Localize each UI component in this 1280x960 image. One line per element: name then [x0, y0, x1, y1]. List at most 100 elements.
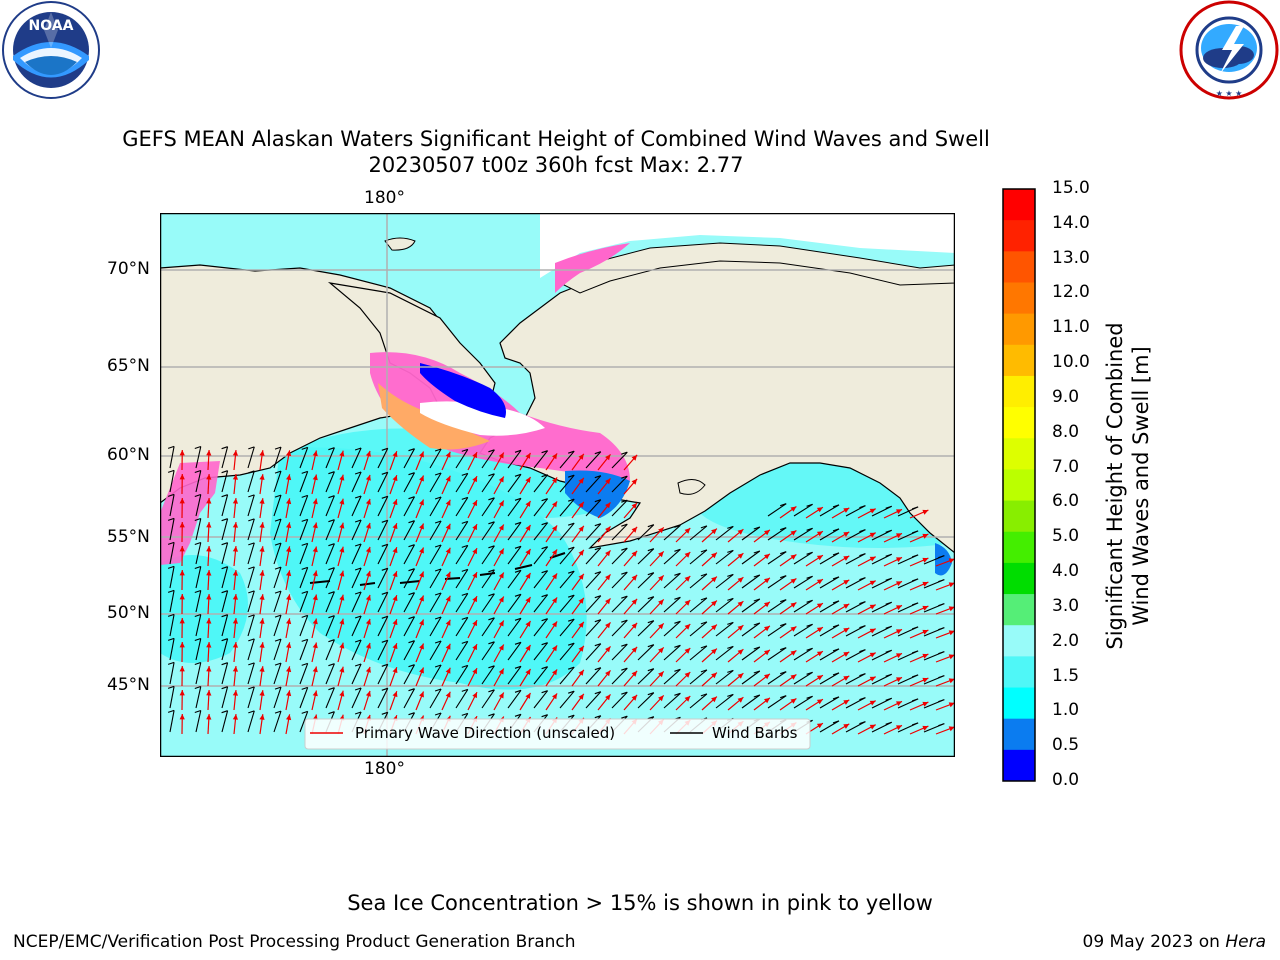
wind-barb-tick: [568, 474, 575, 478]
wind-barb-tick: [938, 627, 945, 631]
wind-barbs-layer: [167, 445, 945, 733]
wave-direction-arrowhead: [286, 666, 292, 673]
wave-direction-arrowhead: [631, 646, 638, 653]
wave-direction-arrowhead: [445, 523, 451, 530]
wind-barb-tick: [780, 527, 787, 531]
wind-barb-tick: [753, 694, 760, 698]
wind-barb: [403, 520, 415, 541]
wind-barb-tick: [408, 688, 415, 692]
wave-direction-arrowhead: [392, 571, 398, 578]
wave-direction-arrowhead: [259, 474, 265, 480]
wind-barb-tick: [806, 599, 813, 603]
wind-barb: [221, 470, 229, 493]
wave-direction-arrowhead: [445, 643, 451, 650]
wind-barb-tick: [674, 668, 681, 672]
wave-direction-arrowhead: [312, 522, 318, 529]
wind-barb-tick: [248, 662, 255, 666]
wave-direction-arrowhead: [790, 626, 797, 632]
wave-direction-arrowhead: [816, 699, 823, 705]
wind-barb-tick: [621, 667, 628, 671]
footer-date-text: 09 May 2023 on: [1082, 932, 1226, 952]
wind-barb-tick: [832, 696, 840, 700]
wind-barb-tick: [488, 665, 495, 669]
wind-barb: [377, 568, 389, 589]
wind-barb-tick: [167, 445, 175, 449]
wind-barb-tick: [354, 639, 362, 643]
wind-barb-tick: [541, 690, 548, 694]
wave-direction-arrowhead: [790, 602, 797, 608]
colorbar-bin: [1003, 313, 1035, 346]
wave-direction-arrowhead: [684, 696, 691, 702]
wind-barb-tick: [780, 671, 787, 675]
wind-barb: [221, 590, 229, 613]
wind-barb-tick: [568, 498, 575, 502]
wind-barb: [741, 646, 761, 661]
wind-barb-tick: [221, 542, 228, 546]
wind-barb-tick: [221, 446, 228, 450]
wave-direction-arrowhead: [711, 696, 717, 703]
wave-direction-arrowhead: [896, 653, 902, 659]
wind-barb-tick: [301, 710, 308, 714]
wind-barb: [299, 615, 309, 637]
noaa-logo-text: NOAA: [28, 18, 74, 34]
wave-direction-arrowhead: [312, 618, 318, 625]
wave-direction-arrowhead: [365, 594, 371, 601]
noaa-logo: [2, 1, 100, 99]
wind-barb-tick: [381, 567, 388, 571]
wind-barb-tick: [408, 712, 415, 716]
wave-direction-arrowhead: [552, 621, 558, 628]
wind-barb: [325, 543, 335, 565]
wind-barb-tick: [274, 638, 282, 642]
wind-barb: [533, 450, 549, 469]
wave-direction-arrowhead: [631, 526, 638, 533]
wind-barb-tick: [700, 573, 708, 577]
wave-direction-arrowhead: [658, 671, 664, 678]
wind-barb: [481, 593, 495, 613]
wave-direction-arrowhead: [816, 507, 823, 513]
wind-barb-tick: [248, 566, 255, 570]
island-kodiak: [677, 479, 706, 495]
wind-barb-tick: [753, 646, 760, 650]
wind-barb: [793, 671, 813, 685]
wave-direction-arrowhead: [312, 450, 318, 457]
wind-barb: [845, 625, 866, 637]
wave-direction-arrowhead: [232, 690, 238, 696]
wave-direction-arrowhead: [498, 644, 504, 651]
wind-barb-tick: [514, 497, 522, 501]
wind-barb-tick: [541, 618, 548, 622]
wave-direction-arrowhead: [392, 523, 398, 530]
wind-barb: [663, 596, 681, 613]
wave-direction-arrowhead: [869, 724, 876, 730]
wave-direction-arrowhead: [472, 644, 477, 651]
wave-direction-arrowhead: [790, 554, 797, 560]
colorbar-bin: [1003, 500, 1035, 533]
wind-barb: [299, 591, 309, 613]
wind-barb: [585, 691, 602, 709]
wave-direction-arrowhead: [869, 556, 876, 562]
wave-direction-arrowhead: [737, 529, 744, 535]
wind-barb-tick: [194, 517, 201, 522]
wave-direction-arrowhead: [365, 546, 371, 553]
wind-barb: [767, 647, 787, 661]
wind-barb: [481, 521, 495, 541]
wind-barb-tick: [674, 572, 681, 576]
wave-direction-arrowhead: [922, 557, 929, 563]
wave-direction-arrowhead: [948, 654, 955, 660]
wind-barb-tick: [859, 721, 866, 725]
wave-direction-arrowhead: [206, 690, 212, 696]
wave-direction-arrowhead: [764, 529, 770, 536]
wind-barb-tick: [328, 519, 335, 523]
wind-barb-tick: [938, 579, 945, 583]
wave-direction-arrowhead: [498, 500, 504, 507]
wind-barb: [273, 566, 282, 589]
wind-barb: [247, 686, 255, 709]
wave-direction-arrowhead: [365, 474, 371, 481]
wind-barb: [507, 449, 522, 469]
wind-barb: [403, 616, 415, 637]
colorbar-label-line2: Wind Waves and Swell [m]: [1129, 346, 1153, 626]
wind-barb: [247, 638, 255, 661]
wave-direction-arrowhead: [896, 581, 902, 587]
wave-direction-arrowhead: [498, 596, 504, 603]
wave-direction-arrowhead: [631, 670, 638, 677]
wind-barb: [455, 665, 469, 685]
